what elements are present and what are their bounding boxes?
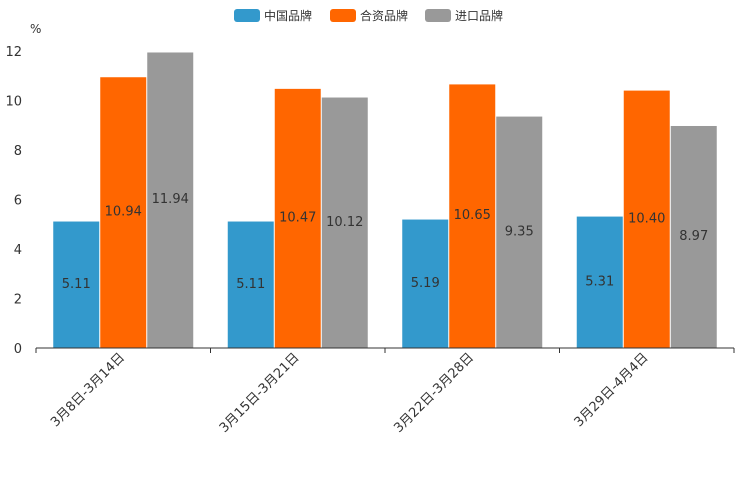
y-axis-unit-label: %: [30, 22, 41, 36]
category-label: 3月22日-3月28日: [391, 350, 477, 436]
y-axis-ticks: 0 2 4 6 8 10 12: [5, 45, 22, 357]
legend-swatch: [234, 9, 260, 22]
bar[interactable]: [53, 221, 100, 348]
bar[interactable]: [496, 116, 543, 349]
legend-swatch: [330, 9, 356, 22]
data-label: 11.94: [152, 192, 189, 207]
y-tick-label: 12: [5, 45, 22, 60]
data-labels: 5.11 10.94 11.94 5.11 10.47 10.12 5.19 10.65 9.3…: [62, 192, 708, 292]
data-label: 5.31: [585, 274, 614, 289]
data-label: 10.65: [454, 208, 491, 223]
data-label: 9.35: [505, 224, 534, 239]
bar[interactable]: [402, 219, 449, 348]
category-label: 3月15日-3月21日: [217, 350, 303, 436]
bar[interactable]: [623, 90, 670, 348]
bar[interactable]: [449, 84, 496, 348]
x-axis-category-labels: 3月8日-3月14日 3月15日-3月21日 3月22日-3月28日 3月29日-4月…: [48, 350, 651, 436]
data-label: 5.11: [62, 277, 91, 292]
category-label: 3月8日-3月14日: [48, 350, 128, 430]
y-tick-label: 10: [5, 95, 22, 110]
y-tick-label: 0: [14, 342, 22, 357]
x-axis-ticks: [35, 348, 735, 353]
category-label: 3月29日-4月4日: [572, 350, 652, 430]
legend-label: 中国品牌: [264, 8, 312, 23]
legend: 中国品牌 合资品牌 进口品牌: [234, 8, 503, 23]
legend-swatch: [425, 9, 451, 22]
bars: [53, 52, 717, 349]
bar[interactable]: [227, 221, 274, 348]
bar[interactable]: [274, 88, 321, 349]
data-label: 10.12: [326, 215, 363, 230]
data-label: 8.97: [679, 229, 708, 244]
bar[interactable]: [670, 125, 717, 349]
y-tick-label: 6: [14, 194, 22, 209]
bar[interactable]: [321, 97, 368, 348]
legend-item[interactable]: 合资品牌: [330, 8, 408, 23]
y-tick-label: 4: [14, 243, 22, 258]
data-label: 10.47: [279, 210, 316, 225]
bar[interactable]: [576, 216, 623, 348]
legend-item[interactable]: 进口品牌: [425, 9, 503, 23]
legend-item[interactable]: 中国品牌: [234, 8, 312, 23]
legend-label: 进口品牌: [455, 9, 503, 23]
data-label: 10.94: [105, 205, 142, 220]
bar[interactable]: [100, 77, 147, 349]
data-label: 10.40: [628, 211, 665, 226]
data-label: 5.19: [411, 276, 440, 291]
y-tick-label: 2: [14, 293, 22, 308]
data-label: 5.11: [236, 277, 265, 292]
legend-label: 合资品牌: [360, 8, 408, 23]
bar[interactable]: [147, 52, 194, 349]
y-tick-label: 8: [14, 144, 22, 159]
